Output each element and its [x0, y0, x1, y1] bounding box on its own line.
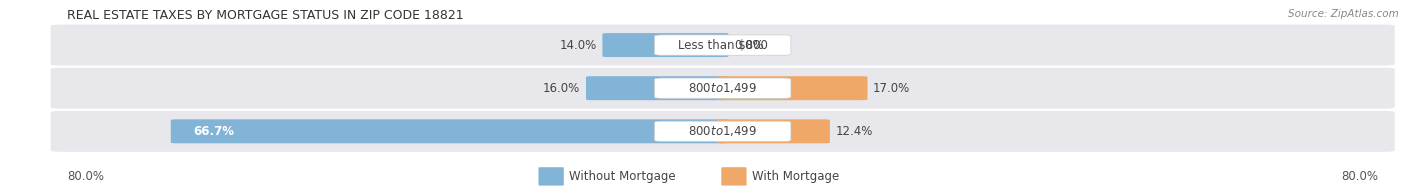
- FancyBboxPatch shape: [717, 33, 728, 57]
- Text: Less than $800: Less than $800: [678, 39, 768, 52]
- FancyBboxPatch shape: [51, 24, 1395, 66]
- Text: 14.0%: 14.0%: [560, 39, 596, 52]
- FancyBboxPatch shape: [655, 121, 790, 142]
- FancyBboxPatch shape: [538, 167, 564, 186]
- FancyBboxPatch shape: [51, 111, 1395, 152]
- Text: 66.7%: 66.7%: [193, 125, 235, 138]
- FancyBboxPatch shape: [602, 33, 728, 57]
- FancyBboxPatch shape: [655, 35, 790, 55]
- FancyBboxPatch shape: [170, 119, 728, 143]
- Text: REAL ESTATE TAXES BY MORTGAGE STATUS IN ZIP CODE 18821: REAL ESTATE TAXES BY MORTGAGE STATUS IN …: [67, 9, 464, 22]
- Text: 17.0%: 17.0%: [873, 82, 911, 95]
- Text: 0.0%: 0.0%: [734, 39, 763, 52]
- FancyBboxPatch shape: [51, 68, 1395, 109]
- FancyBboxPatch shape: [721, 167, 747, 186]
- FancyBboxPatch shape: [655, 78, 790, 98]
- FancyBboxPatch shape: [717, 76, 868, 100]
- Text: Source: ZipAtlas.com: Source: ZipAtlas.com: [1288, 9, 1399, 19]
- Text: 12.4%: 12.4%: [835, 125, 873, 138]
- Text: 80.0%: 80.0%: [1341, 170, 1378, 183]
- FancyBboxPatch shape: [586, 76, 728, 100]
- Text: 16.0%: 16.0%: [543, 82, 581, 95]
- Text: Without Mortgage: Without Mortgage: [569, 170, 676, 183]
- Text: 80.0%: 80.0%: [67, 170, 104, 183]
- FancyBboxPatch shape: [717, 119, 830, 143]
- Text: With Mortgage: With Mortgage: [752, 170, 839, 183]
- Text: $800 to $1,499: $800 to $1,499: [688, 81, 758, 95]
- Text: $800 to $1,499: $800 to $1,499: [688, 124, 758, 138]
